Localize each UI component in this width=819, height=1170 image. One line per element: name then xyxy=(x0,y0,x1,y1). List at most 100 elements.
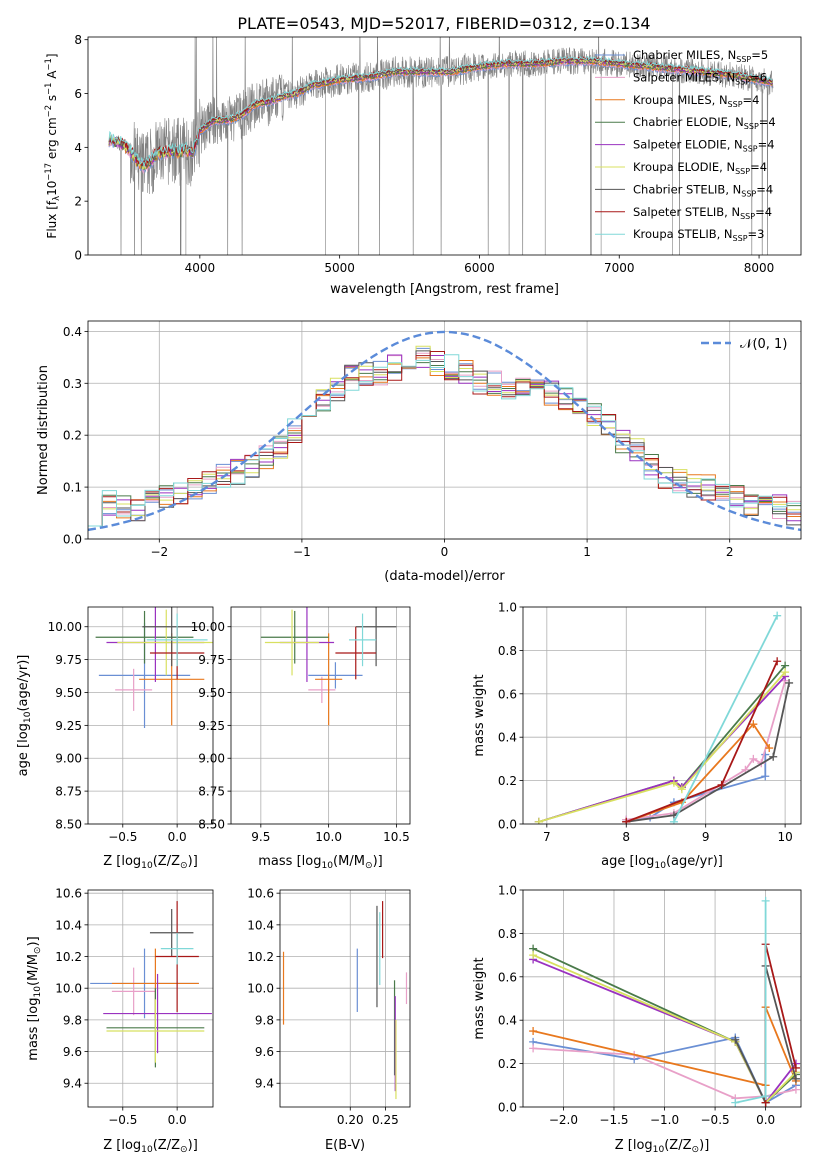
data-point-marker xyxy=(761,1092,770,1101)
plot-area xyxy=(90,901,212,1068)
errorbar-salpeter-miles xyxy=(115,668,153,711)
legend-entry-kroupa-stelib: Kroupa STELIB, NSSP=3 xyxy=(633,227,764,243)
y-tick-label: 0.0 xyxy=(63,533,82,547)
axes: 4000 5000 6000 7000 8000 0 2 4 6 8 wavelength [Ang… xyxy=(43,33,802,297)
y-tick-label: 0.2 xyxy=(63,429,82,443)
axes: 9.5 10.0 10.5 8.50 8.75 9.00 9.25 9.50 9.75 10.00… xyxy=(191,606,411,871)
series-line xyxy=(625,660,779,823)
x-axis-label-part: 10 xyxy=(141,1145,153,1155)
y-tick-label: 9.50 xyxy=(55,686,82,700)
legend-entry-gaussian: 𝒩(0, 1) xyxy=(740,337,787,352)
y-tick-label: 10.6 xyxy=(247,887,274,901)
model-line-kroupa-stelib xyxy=(108,55,773,168)
y-axis-label-part: ⊙ xyxy=(33,946,43,954)
x-axis-label-part: )] xyxy=(373,854,383,869)
legend-entry-salpeter-elodie: Salpeter ELODIE, NSSP=4 xyxy=(633,138,775,154)
data-point-marker xyxy=(769,752,778,761)
gaussian-reference-line xyxy=(88,330,801,532)
x-axis-label-part: (M/M xyxy=(333,854,365,869)
errorbar-chabrier-stelib xyxy=(149,909,194,957)
data-point-marker xyxy=(731,1035,740,1044)
x-tick-label: 9 xyxy=(702,830,710,844)
y-tick-label: 9.50 xyxy=(198,686,225,700)
x-tick-label: 0.25 xyxy=(372,1113,399,1127)
x-axis-label-part: )] xyxy=(188,1138,198,1153)
x-axis-label: Z [log10(Z/Z⊙)] xyxy=(103,854,198,871)
y-axis-label: Flux [fλ10−17 erg cm−2 s−1 A−1] xyxy=(43,53,61,238)
y-tick-label: 9.4 xyxy=(63,1077,82,1091)
errorbar-kroupa-stelib xyxy=(146,613,208,667)
y-tick-label: 1.0 xyxy=(498,884,517,898)
x-tick-label: −0.5 xyxy=(108,830,137,844)
axes: −2 −1 0 1 2 0.0 0.1 0.2 0.3 0.4 (data-model)/error… xyxy=(36,320,802,584)
legend-entry-label: Chabrier STELIB, N xyxy=(633,182,741,196)
x-tick-label: 8000 xyxy=(744,261,775,275)
y-tick-label: 0.1 xyxy=(63,481,82,495)
y-tick-label: 0.6 xyxy=(498,970,517,984)
axes-frame xyxy=(522,889,802,1108)
x-tick-label: −2 xyxy=(150,545,168,559)
age-vs-metallicity-panel: −0.5 0.0 8.50 8.75 9.00 9.25 9.50 9.75 10.00 Z [l… xyxy=(16,606,214,871)
axes: −0.5 0.0 8.50 8.75 9.00 9.25 9.50 9.75 10.00 Z [l… xyxy=(16,606,214,871)
y-axis-label-part: )] xyxy=(26,936,41,946)
y-tick-label: 4 xyxy=(74,141,82,155)
legend-entry-label: Kroupa ELODIE, N xyxy=(633,160,735,174)
data-point-marker xyxy=(529,951,538,960)
y-tick-label: 10.4 xyxy=(55,918,82,932)
x-tick-label: −2.0 xyxy=(549,1113,578,1127)
x-axis-label-part: ⊙ xyxy=(692,1145,700,1155)
y-tick-label: 9.25 xyxy=(198,719,225,733)
data-point-marker xyxy=(529,1027,538,1036)
y-axis-label-part: age [log xyxy=(16,723,31,776)
line-salpeter-stelib xyxy=(622,657,782,824)
y-tick-label: 0.4 xyxy=(498,1014,517,1028)
axes-frame xyxy=(87,606,214,825)
y-axis-label: age [log10(age/yr)] xyxy=(16,655,33,777)
legend-entry-suffix: =6 xyxy=(750,70,767,84)
y-tick-label: 9.25 xyxy=(55,719,82,733)
legend-entry-suffix: =3 xyxy=(748,227,765,241)
histogram-step-kroupa-stelib xyxy=(88,354,801,527)
legend-entry-suffix: =5 xyxy=(751,48,768,62)
y-axis-label-part: erg cm xyxy=(45,117,59,163)
mass-vs-ebv-panel: 0.20 0.25 9.4 9.6 9.8 10.0 10.2 10.4 10.6 E(B-V) xyxy=(247,887,411,1153)
data-point-marker xyxy=(765,744,774,753)
y-axis-label-part: 10 xyxy=(33,986,43,998)
data-point-marker xyxy=(534,817,543,824)
x-axis-label-part: (Z/Z xyxy=(153,1138,180,1153)
y-axis-label-part: 10 xyxy=(23,711,33,723)
legend-entry-label: Salpeter ELODIE, N xyxy=(633,138,743,152)
y-tick-label: 0.4 xyxy=(63,325,82,339)
y-axis-label-part: ] xyxy=(45,53,59,58)
axes-frame xyxy=(522,606,802,825)
x-tick-label: 0.0 xyxy=(756,1113,775,1127)
y-axis-label-part: s xyxy=(45,95,59,105)
y-tick-label: 9.75 xyxy=(198,653,225,667)
y-tick-label: 0 xyxy=(74,249,82,263)
axes: 0.20 0.25 9.4 9.6 9.8 10.0 10.2 10.4 10.6 E(B-V) xyxy=(247,887,411,1153)
x-axis-label-part: (Z/Z xyxy=(153,854,180,869)
y-axis-label: mass weight xyxy=(472,674,487,756)
x-tick-label: 0.0 xyxy=(168,1113,187,1127)
y-axis-label-part: −17 xyxy=(43,163,53,181)
x-tick-label: 10.5 xyxy=(383,830,410,844)
plot-area xyxy=(260,607,397,726)
y-tick-label: 0.3 xyxy=(63,377,82,391)
axes-frame xyxy=(87,36,802,256)
x-tick-label: −0.5 xyxy=(108,1113,137,1127)
x-tick-label: 0.20 xyxy=(337,1113,364,1127)
legend-entry-suffix: =4 xyxy=(750,160,767,174)
x-tick-label: 6000 xyxy=(464,261,495,275)
grid xyxy=(523,889,801,1108)
errorbar-salpeter-miles xyxy=(308,676,336,704)
data-point-marker xyxy=(791,1085,800,1094)
errorbar-kroupa-miles xyxy=(315,633,343,726)
data-point-marker xyxy=(791,1074,800,1083)
y-axis-label-part: λ xyxy=(51,196,61,201)
plot-area xyxy=(88,330,801,532)
errorbar-kroupa-stelib xyxy=(160,932,194,965)
x-axis-label-part: 10 xyxy=(653,1145,665,1155)
legend-entry-label: Salpeter STELIB, N xyxy=(633,205,740,219)
